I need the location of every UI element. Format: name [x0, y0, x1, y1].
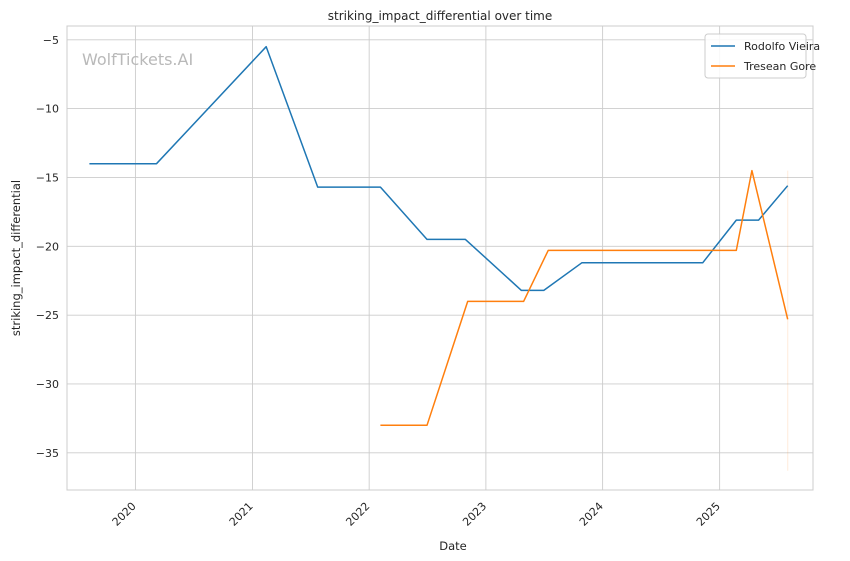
x-tick-label: 2021: [227, 500, 256, 529]
y-axis-title: striking_impact_differential: [9, 180, 23, 336]
x-axis-title: Date: [439, 539, 467, 553]
series-lines: [89, 45, 789, 471]
y-tick-label: −15: [36, 171, 59, 184]
watermark: WolfTickets.AI: [82, 50, 193, 69]
legend-label: Tresean Gore: [743, 60, 816, 73]
y-tick-label: −10: [36, 103, 59, 116]
y-tick-label: −30: [36, 378, 59, 391]
axes-frame: [66, 25, 814, 491]
series-line-1: [89, 45, 789, 292]
legend-box: [704, 33, 807, 79]
x-tick-label: 2023: [460, 500, 489, 529]
x-tick-label: 2020: [110, 500, 139, 529]
y-tick-label: −25: [36, 309, 59, 322]
x-tick-label: 2025: [694, 500, 723, 529]
axes-border: [66, 25, 814, 491]
legend: Rodolfo Vieira Tresean Gore: [704, 33, 820, 79]
series-line-2: [380, 169, 789, 427]
x-tick-label: 2022: [343, 500, 372, 529]
plot-area: [67, 26, 813, 490]
x-tick-label: 2024: [577, 500, 606, 529]
x-axis-ticks: 2020 2021 2022 2023 2024 2025: [110, 500, 723, 529]
y-tick-label: −20: [36, 240, 59, 253]
y-axis-ticks: −5 −10 −15 −20 −25 −30 −35: [36, 34, 59, 460]
y-tick-label: −35: [36, 447, 59, 460]
legend-label: Rodolfo Vieira: [744, 40, 820, 53]
chart-title: striking_impact_differential over time: [328, 9, 553, 23]
y-tick-label: −5: [43, 34, 59, 47]
